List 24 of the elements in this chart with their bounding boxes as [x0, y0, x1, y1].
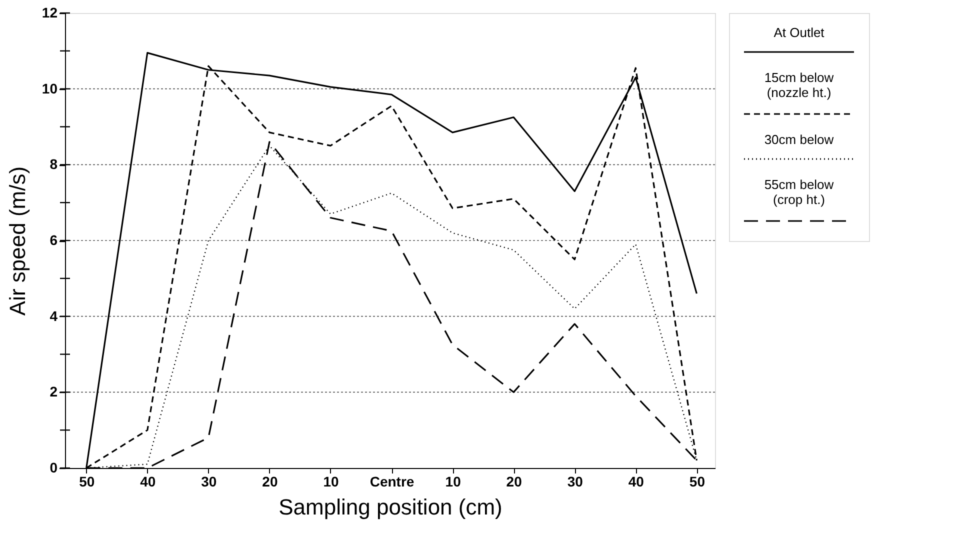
y-axis-title: Air speed (m/s) — [4, 166, 30, 316]
x-tick-label: 30 — [567, 474, 584, 490]
x-tick-label: 30 — [201, 474, 217, 490]
y-tick-label: 10 — [42, 80, 58, 96]
y-tick-label: 0 — [50, 460, 58, 476]
x-tick-label: 50 — [79, 474, 95, 490]
y-tick-label: 8 — [50, 156, 58, 172]
x-tick-label: 40 — [140, 474, 156, 490]
y-tick-label: 6 — [50, 232, 58, 248]
x-tick-label: Centre — [370, 474, 414, 490]
y-tick-label: 2 — [50, 384, 58, 400]
y-tick-label: 4 — [50, 308, 58, 324]
text: At Outlet — [774, 25, 825, 40]
y-tick-label: 12 — [42, 4, 58, 20]
text: 55cm below (crop ht.) — [764, 177, 834, 207]
x-tick-label: 40 — [628, 474, 644, 490]
x-axis-title: Sampling position (cm) — [278, 494, 502, 520]
x-tick-label: 20 — [262, 474, 278, 490]
x-tick-label: 10 — [445, 474, 462, 490]
x-tick-label: 50 — [689, 474, 706, 490]
text: 30cm below — [764, 132, 834, 147]
x-tick-label: 10 — [323, 474, 339, 490]
text: 15cm below (nozzle ht.) — [764, 70, 834, 100]
x-tick-label: 20 — [506, 474, 522, 490]
